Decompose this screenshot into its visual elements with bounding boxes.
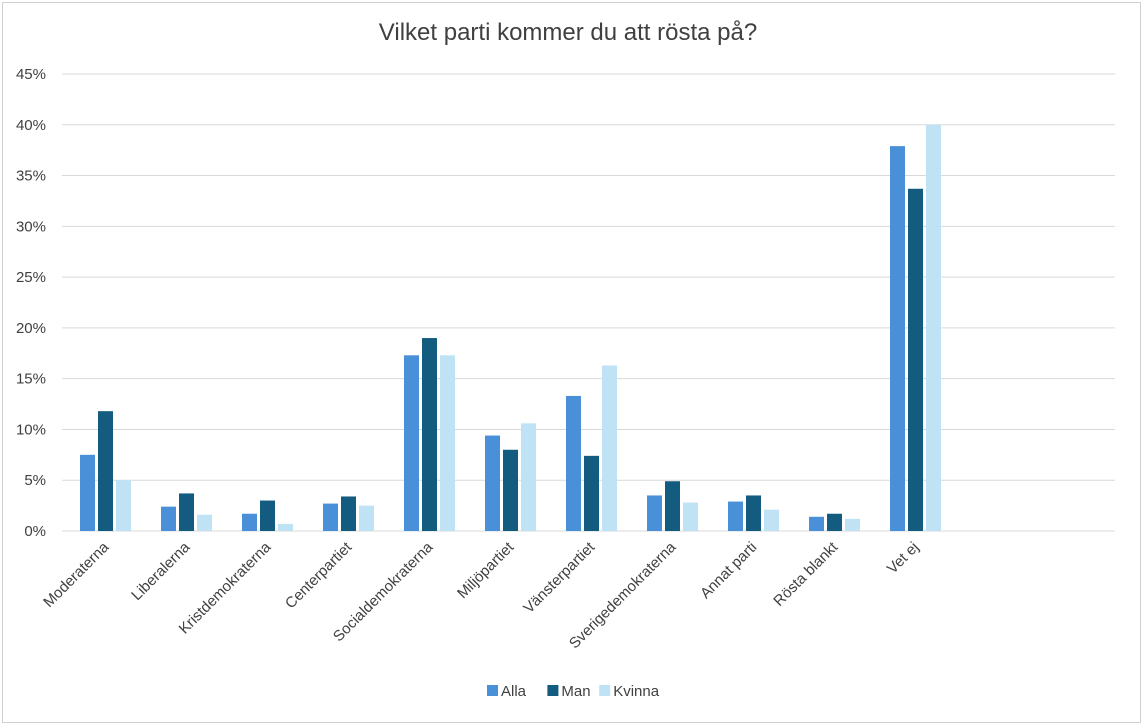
legend-swatch-alla <box>487 685 498 696</box>
bar-man <box>341 496 356 531</box>
bar-alla <box>242 513 257 531</box>
legend-label: Alla <box>501 683 527 700</box>
x-tick-label: Vänsterpartiet <box>520 538 599 617</box>
bar-kvinna <box>683 502 698 531</box>
y-tick-label: 25% <box>16 269 46 286</box>
bar-man <box>908 188 923 531</box>
x-tick-label: Centerpartiet <box>282 538 356 612</box>
bar-man <box>179 493 194 531</box>
bar-alla <box>404 355 419 531</box>
y-tick-label: 35% <box>16 168 46 185</box>
bar-kvinna <box>197 514 212 531</box>
bar-alla <box>80 454 95 531</box>
bar-kvinna <box>845 518 860 531</box>
y-tick-label: 0% <box>24 523 46 540</box>
bar-man <box>584 455 599 531</box>
x-tick-label: Liberalerna <box>128 538 194 604</box>
x-tick-label: Moderaterna <box>40 538 113 611</box>
legend: Alla Man Kvinna <box>487 683 660 700</box>
bar-kvinna <box>440 355 455 531</box>
bar-kvinna <box>521 423 536 531</box>
bar-man <box>422 338 437 531</box>
y-tick-label: 30% <box>16 218 46 235</box>
legend-label: Kvinna <box>613 683 660 700</box>
legend-swatch-man <box>547 685 559 696</box>
bar-alla <box>485 435 500 531</box>
bar-kvinna <box>602 365 617 531</box>
y-tick-label: 15% <box>16 371 46 388</box>
y-tick-label: 40% <box>16 117 46 134</box>
bar-man <box>665 481 680 531</box>
bar-alla <box>728 501 743 531</box>
bar-alla <box>647 495 662 531</box>
x-tick-label: Vet ej <box>884 539 923 578</box>
bar-alla <box>161 506 176 531</box>
bar-kvinna <box>926 124 941 532</box>
bar-alla <box>323 503 338 531</box>
bar-alla <box>890 146 905 532</box>
bar-kvinna <box>278 523 293 531</box>
y-tick-label: 10% <box>16 421 46 438</box>
bars <box>80 124 941 532</box>
bar-kvinna <box>116 480 131 531</box>
legend-label: Man <box>561 683 590 700</box>
bar-kvinna <box>359 505 374 531</box>
bar-man <box>260 500 275 531</box>
bar-man <box>503 449 518 531</box>
legend-swatch-kvinna <box>599 685 611 696</box>
y-axis-ticks: 0% 5% 10% 15% 20% 25% 30% 35% 40% 45% <box>16 66 46 540</box>
bar-man <box>98 411 113 531</box>
x-tick-label: Miljöpartiet <box>454 538 518 602</box>
bar-alla <box>566 395 581 531</box>
x-tick-label: Rösta blankt <box>770 538 842 610</box>
y-tick-label: 5% <box>24 472 46 489</box>
bar-alla <box>809 516 824 531</box>
x-tick-label: Annat parti <box>697 539 760 602</box>
chart-title: Vilket parti kommer du att rösta på? <box>379 19 757 46</box>
bar-man <box>746 495 761 531</box>
y-tick-label: 20% <box>16 320 46 337</box>
y-tick-label: 45% <box>16 66 46 83</box>
bar-kvinna <box>764 509 779 531</box>
bar-man <box>827 513 842 531</box>
